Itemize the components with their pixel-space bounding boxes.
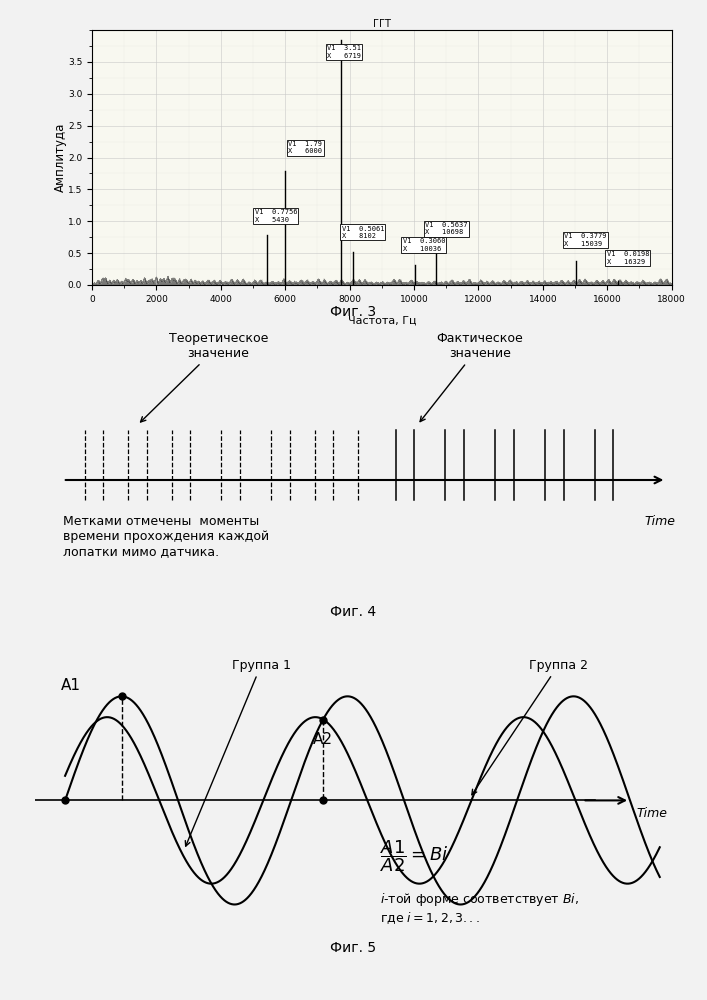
Text: Группа 2: Группа 2 xyxy=(472,659,588,795)
Title: ГГТ: ГГТ xyxy=(373,19,391,29)
Text: Группа 1: Группа 1 xyxy=(185,659,291,846)
Text: A2: A2 xyxy=(313,732,333,747)
Text: V1  0.3060
X   10036: V1 0.3060 X 10036 xyxy=(403,238,445,252)
Text: Теоретическое
значение: Теоретическое значение xyxy=(141,332,268,422)
Text: Time: Time xyxy=(636,807,667,820)
Text: V1  0.0198
X   16329: V1 0.0198 X 16329 xyxy=(607,251,649,265)
Text: Метками отмечены  моменты
времени прохождения каждой
лопатки мимо датчика.: Метками отмечены моменты времени прохожд… xyxy=(63,515,269,558)
Text: $i$-той форме соответствует $Bi$,
где $i=1,2,3...$: $i$-той форме соответствует $Bi$, где $i… xyxy=(380,891,579,926)
Text: Time: Time xyxy=(645,515,676,528)
Text: A1: A1 xyxy=(61,678,81,693)
Text: Фиг. 3: Фиг. 3 xyxy=(330,305,377,319)
Text: V1  1.79
X   6000: V1 1.79 X 6000 xyxy=(288,141,322,154)
Text: Фактическое
значение: Фактическое значение xyxy=(420,332,523,422)
Text: V1  0.5637
X   10698: V1 0.5637 X 10698 xyxy=(426,222,468,235)
Text: Амплитуда: Амплитуда xyxy=(54,123,66,192)
X-axis label: Частота, Гц: Частота, Гц xyxy=(348,316,416,326)
Text: V1  0.7756
X   5430: V1 0.7756 X 5430 xyxy=(255,209,297,223)
Text: V1  0.5061
X   8102: V1 0.5061 X 8102 xyxy=(341,226,384,239)
Text: V1  0.3779
X   15039: V1 0.3779 X 15039 xyxy=(563,233,607,247)
Text: V1  3.51
X   6719: V1 3.51 X 6719 xyxy=(327,45,361,59)
Text: Фиг. 4: Фиг. 4 xyxy=(330,605,377,619)
Text: Фиг. 5: Фиг. 5 xyxy=(330,941,377,955)
Text: $\dfrac{A1}{A2} = Bi$: $\dfrac{A1}{A2} = Bi$ xyxy=(380,839,449,874)
